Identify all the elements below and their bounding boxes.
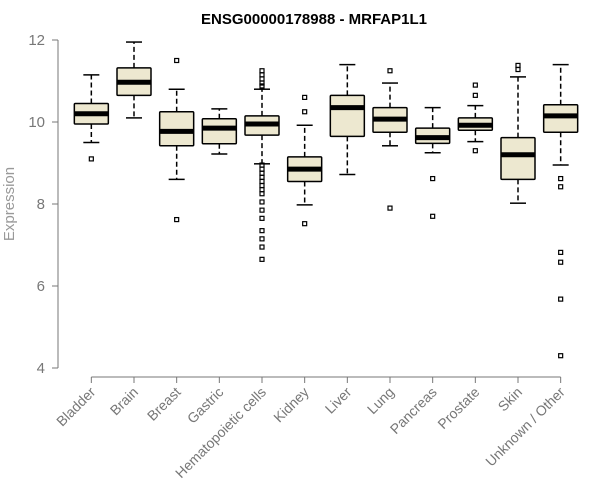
box-iqr	[500, 136, 536, 181]
chart-title: ENSG00000178988 - MRFAP1L1	[201, 11, 427, 28]
outlier-point	[259, 199, 265, 205]
x-tick-label: Pancreas	[387, 384, 440, 437]
box-iqr	[329, 94, 366, 138]
outlier-point	[472, 82, 478, 88]
outlier-point	[302, 109, 308, 115]
outlier-point	[515, 62, 521, 69]
x-tick-label: Lung	[364, 384, 397, 417]
box-skin	[500, 62, 536, 204]
box-bladder	[73, 74, 110, 162]
box-hematopoietic-cells	[244, 68, 280, 262]
x-tick-label: Kidney	[270, 384, 312, 426]
box-lung	[372, 68, 408, 211]
outlier-point	[259, 228, 265, 234]
y-axis: 4 6 8 10 12	[28, 32, 59, 377]
box-iqr	[158, 111, 195, 147]
boxes-layer	[73, 41, 579, 359]
box-pancreas	[414, 106, 451, 219]
box-breast	[158, 57, 195, 223]
outlier-point	[174, 57, 180, 64]
y-tick-label: 10	[28, 114, 45, 131]
outlier-point	[259, 174, 265, 180]
outlier-point	[259, 80, 265, 86]
box-brain	[116, 41, 152, 119]
outlier-point	[472, 148, 478, 154]
y-tick-label: 4	[37, 360, 45, 377]
outlier-point	[515, 66, 521, 73]
y-tick-label: 8	[37, 196, 45, 213]
x-tick-label: Bladder	[53, 384, 99, 430]
outlier-point	[259, 191, 265, 197]
box-prostate	[457, 82, 494, 154]
box-gastric	[201, 108, 238, 155]
outlier-point	[259, 215, 265, 221]
outlier-point	[259, 236, 265, 242]
outlier-point	[430, 213, 436, 219]
outlier-point	[558, 353, 564, 359]
x-tick-label: Breast	[144, 384, 184, 424]
x-tick-label: Brain	[107, 384, 141, 418]
outlier-point	[302, 221, 308, 227]
outlier-point	[88, 156, 94, 162]
outlier-point	[259, 68, 265, 74]
outlier-point	[387, 205, 393, 211]
outlier-point	[259, 72, 265, 78]
outlier-point	[174, 216, 180, 223]
outlier-point	[259, 256, 265, 262]
x-tick-label: Gastric	[184, 384, 227, 427]
outlier-point	[558, 296, 564, 302]
box-liver	[329, 63, 366, 176]
box-unknown-other	[542, 63, 579, 359]
outlier-point	[558, 259, 564, 265]
outlier-point	[259, 76, 265, 82]
outlier-point	[387, 68, 393, 74]
outlier-point	[259, 83, 265, 89]
x-tick-label: Prostate	[434, 384, 482, 432]
box-iqr	[542, 104, 579, 133]
box-iqr	[201, 117, 238, 145]
y-tick-label: 12	[28, 32, 45, 49]
outlier-point	[259, 207, 265, 213]
outlier-point	[259, 244, 265, 250]
outlier-point	[259, 166, 265, 172]
y-tick-label: 6	[37, 278, 45, 295]
box-kidney	[286, 94, 323, 227]
outlier-point	[259, 170, 265, 176]
outlier-point	[558, 249, 564, 255]
outlier-point	[558, 184, 564, 190]
outlier-point	[558, 175, 564, 182]
outlier-point	[430, 175, 436, 182]
x-tick-label: Unknown / Other	[482, 384, 568, 470]
x-tick-label: Liver	[322, 384, 355, 417]
outlier-point	[302, 94, 308, 101]
x-tick-label: Skin	[495, 384, 526, 415]
outlier-point	[472, 92, 478, 98]
outlier-point	[259, 178, 265, 185]
outlier-point	[259, 187, 265, 193]
y-axis-label: Expression	[1, 167, 18, 241]
outlier-point	[259, 182, 265, 189]
